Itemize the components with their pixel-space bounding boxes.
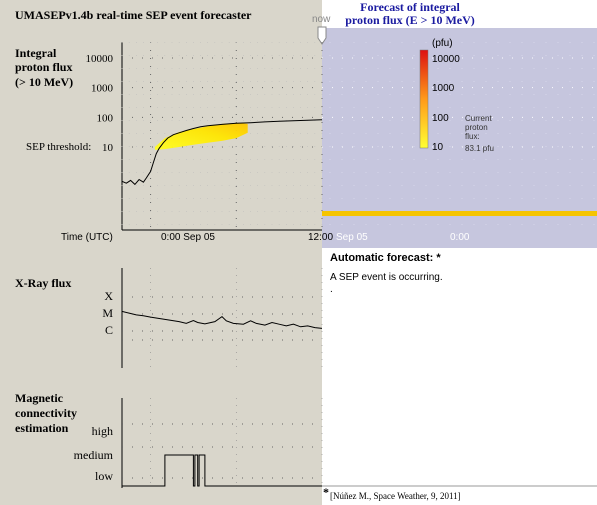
xray-grid bbox=[122, 268, 323, 368]
proton-y-tick-label: 1000 bbox=[91, 83, 114, 95]
reference-text: [Núñez M., Space Weather, 9, 2011] bbox=[330, 491, 461, 501]
xray-flux-series bbox=[121, 310, 323, 329]
forecast-x-label-0000: 0:00 bbox=[450, 232, 470, 243]
forecast-band-area bbox=[154, 122, 248, 150]
forecast-x-label-sep05: Sep 05 bbox=[336, 232, 368, 243]
magnetic-label-low: low bbox=[95, 469, 113, 483]
automatic-forecast-text: A SEP event is occurring. bbox=[330, 272, 443, 283]
colorbar-label-1000: 1000 bbox=[432, 83, 455, 94]
current-flux-label-2: proton bbox=[465, 123, 488, 132]
magnetic-connectivity-line bbox=[122, 454, 322, 487]
proton-x-label-1200: 12:00 bbox=[308, 232, 333, 243]
current-flux-label-3: flux: bbox=[465, 132, 480, 141]
xray-label-m: M bbox=[102, 306, 113, 320]
reference-marker: * bbox=[323, 485, 329, 499]
automatic-forecast-text2: . bbox=[330, 284, 333, 295]
magnetic-title-1: Magnetic bbox=[15, 391, 64, 405]
proton-x-label-0000: 0:00 Sep 05 bbox=[161, 232, 215, 243]
now-marker-icon[interactable] bbox=[317, 26, 327, 45]
app-title: UMASEPv1.4b real-time SEP event forecast… bbox=[15, 8, 252, 22]
current-flux-value: 83.1 pfu bbox=[465, 144, 494, 153]
proton-grid bbox=[121, 42, 323, 230]
magnetic-label-medium: medium bbox=[74, 448, 114, 462]
forecast-grid bbox=[322, 42, 597, 230]
proton-x-axis-title: Time (UTC) bbox=[61, 232, 113, 243]
automatic-forecast-title: Automatic forecast: * bbox=[330, 252, 441, 264]
colorbar-unit: (pfu) bbox=[432, 38, 453, 49]
proton-panel-title-3: (> 10 MeV) bbox=[15, 75, 73, 89]
left-panel-background bbox=[0, 0, 322, 505]
proton-y-tick-label: 10000 bbox=[86, 53, 114, 65]
proton-y-tick-label: 10 bbox=[102, 142, 114, 154]
automatic-forecast-area bbox=[322, 248, 597, 505]
proton-panel-title-2: proton flux bbox=[15, 60, 72, 74]
proton-y-tick-labels: 10000 1000 100 10 bbox=[86, 53, 114, 154]
proton-flux-line bbox=[121, 119, 323, 186]
magnetic-label-high: high bbox=[92, 424, 113, 438]
sep-threshold-label: SEP threshold: bbox=[26, 141, 91, 153]
proton-flux-series bbox=[121, 119, 323, 186]
magnetic-title-3: estimation bbox=[15, 421, 69, 435]
now-label: now bbox=[312, 14, 331, 25]
xray-flux-line bbox=[121, 310, 323, 329]
xray-label-x: X bbox=[104, 289, 113, 303]
proton-panel-title-1: Integral bbox=[15, 46, 57, 60]
magnetic-grid bbox=[122, 398, 323, 488]
forecast-title-line1: Forecast of integral bbox=[360, 0, 460, 14]
magnetic-connectivity-series bbox=[122, 454, 322, 487]
forecast-title-line2: proton flux (E > 10 MeV) bbox=[345, 13, 475, 27]
forecast-level-line bbox=[322, 211, 597, 216]
colorbar-label-10: 10 bbox=[432, 142, 444, 153]
colorbar bbox=[419, 49, 429, 149]
colorbar-label-10000: 10000 bbox=[432, 54, 460, 65]
proton-y-tick-label: 100 bbox=[97, 112, 114, 124]
xray-panel-title: X-Ray flux bbox=[15, 276, 71, 290]
magnetic-title-2: connectivity bbox=[15, 406, 77, 420]
current-flux-label-1: Current bbox=[465, 114, 492, 123]
xray-label-c: C bbox=[105, 323, 113, 337]
proton-forecast-band bbox=[154, 122, 248, 150]
colorbar-label-100: 100 bbox=[432, 113, 449, 124]
